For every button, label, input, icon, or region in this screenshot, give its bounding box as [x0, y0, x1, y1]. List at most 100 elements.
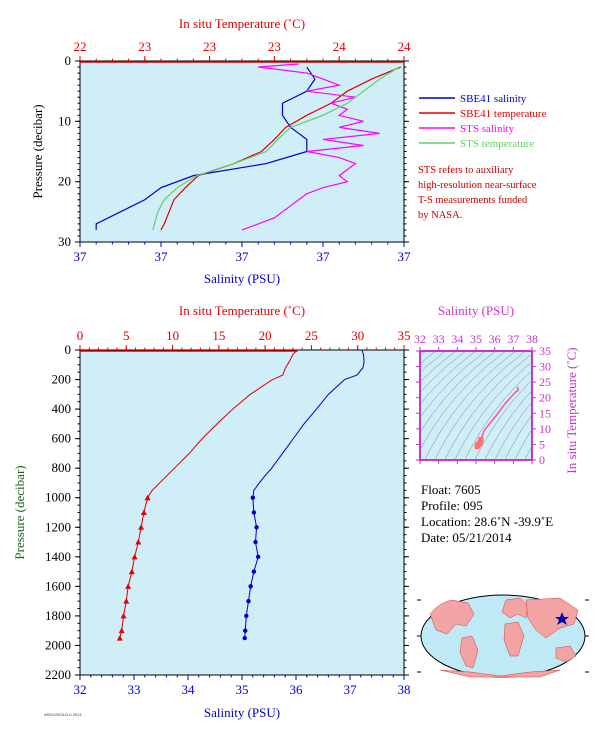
ts-temp-tick-label: 35 [539, 344, 551, 358]
bottom-pressure-tick-label: 2200 [45, 667, 71, 682]
bottom-temp-axis-label: In situ Temperature (˚C) [179, 303, 305, 318]
density-contour [420, 351, 457, 383]
map-landmass [429, 599, 475, 635]
salinity-marker [253, 539, 258, 545]
ts-contours-group [420, 351, 532, 460]
top-sal-tick-label: 37 [74, 249, 88, 264]
density-contour [454, 361, 532, 460]
density-contour [420, 351, 447, 373]
ts-sal-tick-label: 33 [433, 332, 445, 346]
density-contour [420, 351, 467, 394]
density-contour [424, 351, 517, 460]
ts-sal-tick-label: 37 [507, 332, 519, 346]
density-contour [420, 351, 437, 364]
float-position-marker [555, 612, 569, 625]
top-pressure-axis-label: Pressure (decibar) [30, 104, 45, 198]
top-sal-tick-label: 37 [155, 249, 169, 264]
top-temp-tick-label: 23 [203, 39, 216, 54]
salinity-marker [256, 554, 261, 560]
ts-sal-tick-label: 38 [526, 332, 538, 346]
density-contour [484, 390, 532, 460]
salinity-marker [248, 584, 253, 589]
ts-sal-tick-label: 36 [489, 332, 501, 346]
density-contour [474, 379, 532, 460]
bottom-temp-tick-label: 30 [351, 328, 364, 343]
bottom-temp-tick-label: 5 [123, 328, 130, 343]
density-contour [444, 353, 532, 460]
bottom-pressure-tick-label: 1800 [45, 608, 71, 623]
map-landmass [459, 635, 479, 669]
float-info: Float: 7605 Profile: 095 Location: 28.6˚… [421, 482, 553, 546]
top-series-group [95, 63, 401, 231]
density-contour [434, 351, 527, 460]
temperature-marker [120, 612, 127, 619]
temperature-marker [131, 553, 138, 560]
salinity-marker [250, 495, 255, 500]
temperature-marker [138, 524, 145, 530]
top-series-sts-temperature [152, 66, 400, 231]
ts-temp-tick-label: 15 [539, 406, 551, 420]
top-temp-tick-label: 23 [138, 39, 151, 54]
map-landmass [439, 669, 561, 678]
bottom-sal-tick-label: 32 [74, 682, 87, 697]
density-contour [420, 351, 507, 451]
density-contour [464, 370, 532, 460]
bottom-pressure-tick-label: 400 [52, 401, 72, 416]
bottom-pressure-tick-label: 0 [65, 342, 72, 357]
bottom-sal-axis-label: Salinity (PSU) [204, 705, 280, 720]
temperature-marker [144, 494, 151, 501]
bottom-pressure-tick-label: 1000 [45, 490, 71, 505]
sts-note: STS refers to auxiliary high-resolution … [418, 163, 598, 223]
float-id: Float: 7605 [421, 482, 481, 497]
ts-temp-tick-label: 25 [539, 375, 551, 389]
ts-temp-tick-label: 20 [539, 391, 551, 405]
temperature-marker [125, 583, 132, 589]
density-contour [524, 445, 532, 460]
temperature-marker [140, 509, 147, 515]
ts-sal-axis-label: Salinity (PSU) [438, 303, 514, 318]
salinity-marker [251, 510, 257, 515]
ts-temp-tick-label: 30 [539, 360, 551, 374]
world-map [417, 594, 589, 678]
legend-label: STS temperature [460, 138, 534, 150]
bottom-series-sbe41-salinity [244, 349, 365, 639]
top-temp-tick-label: 24 [398, 39, 412, 54]
bottom-pressure-tick-label: 600 [52, 431, 72, 446]
temperature-marker [118, 627, 125, 634]
salinity-marker [242, 635, 247, 641]
profile-number: Profile: 095 [421, 498, 483, 513]
bottom-pressure-tick-label: 2000 [45, 637, 71, 652]
map-landmass [555, 645, 577, 663]
sts-note-line: by NASA. [418, 210, 463, 221]
bottom-temp-tick-label: 35 [398, 328, 411, 343]
top-pressure-tick-label: 0 [65, 53, 72, 68]
sts-note-line: high-resolution near-surface [418, 180, 537, 191]
ts-sal-tick-label: 32 [414, 332, 426, 346]
top-sal-axis-label: Salinity (PSU) [204, 271, 280, 286]
map-landmass [501, 597, 529, 619]
bottom-pressure-tick-label: 1400 [45, 549, 71, 564]
top-temp-axis-label: In situ Temperature (˚C) [179, 16, 305, 31]
density-contour [420, 351, 487, 418]
ts-temp-tick-label: 0 [539, 453, 545, 467]
legend-label: STS salinity [460, 123, 515, 135]
ts-temp-tick-label: 5 [539, 437, 545, 451]
bottom-sal-tick-label: 36 [290, 682, 304, 697]
density-contour [420, 351, 497, 433]
top-plot-area [79, 60, 405, 243]
density-contour [504, 414, 532, 460]
density-contour [420, 351, 427, 356]
salinity-marker [246, 598, 251, 604]
density-contour [494, 401, 532, 460]
bottom-pressure-tick-label: 200 [52, 372, 72, 387]
bottom-temp-tick-label: 0 [77, 328, 84, 343]
bottom-temp-tick-label: 20 [259, 328, 272, 343]
profile-date: Date: 05/21/2014 [421, 530, 512, 545]
ts-point [478, 436, 484, 442]
top-pressure-tick-label: 10 [58, 113, 71, 128]
bottom-sal-tick-label: 37 [344, 682, 358, 697]
salinity-marker [251, 569, 257, 574]
bottom-pressure-tick-label: 1600 [45, 578, 71, 593]
bottom-sal-tick-label: 34 [182, 682, 196, 697]
